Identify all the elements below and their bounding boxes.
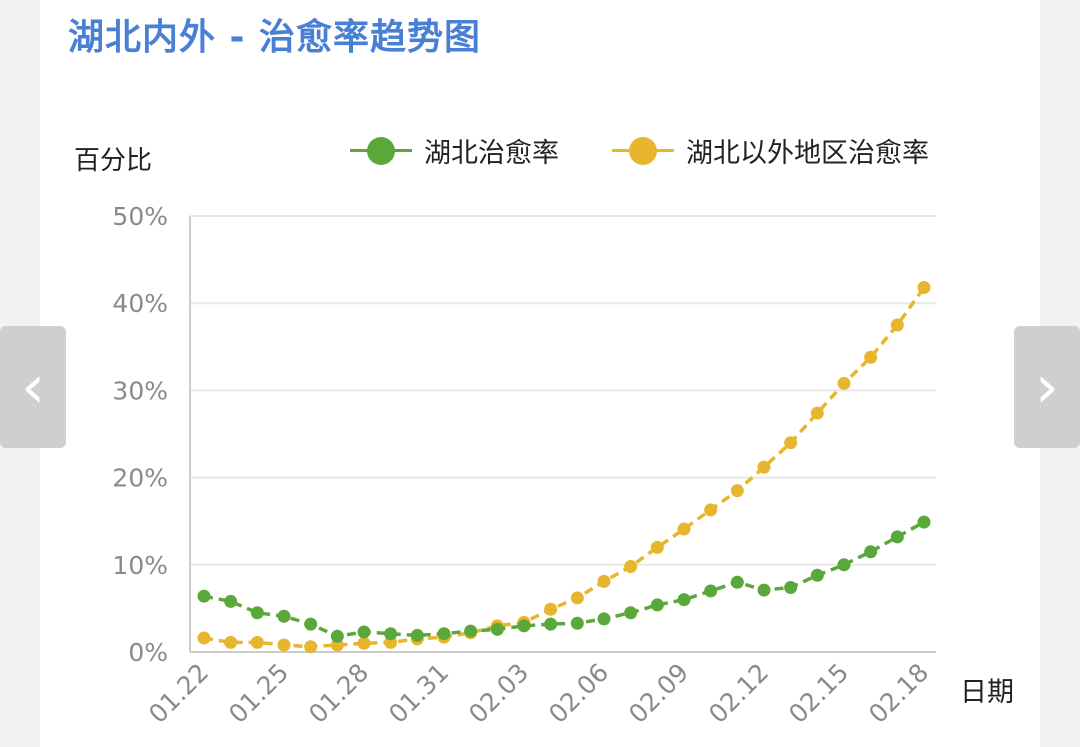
data-point-outside-hubei xyxy=(864,350,878,364)
data-point-hubei xyxy=(570,616,584,630)
x-tick-label: 02.15 xyxy=(783,658,854,729)
data-point-hubei xyxy=(197,589,211,603)
data-point-hubei xyxy=(464,624,478,638)
data-point-outside-hubei xyxy=(890,318,904,332)
data-point-outside-hubei xyxy=(677,522,691,536)
data-point-hubei xyxy=(810,568,824,582)
data-point-hubei xyxy=(490,622,504,636)
y-tick-label: 50% xyxy=(112,202,168,231)
data-point-outside-hubei xyxy=(730,484,744,498)
x-tick-label: 02.12 xyxy=(703,658,774,729)
y-tick-label: 40% xyxy=(112,289,168,318)
data-point-hubei xyxy=(730,575,744,589)
data-point-hubei xyxy=(917,515,931,529)
y-tick-label: 10% xyxy=(112,551,168,580)
data-point-outside-hubei xyxy=(570,591,584,605)
data-point-hubei xyxy=(864,545,878,559)
legend-swatch-outside-hubei xyxy=(612,135,674,165)
legend-dot-hubei xyxy=(367,137,395,165)
prev-button[interactable]: ‹ xyxy=(0,326,66,448)
legend-label-outside-hubei: 湖北以外地区治愈率 xyxy=(686,137,929,169)
series-line-hubei xyxy=(203,520,925,639)
data-point-hubei xyxy=(597,612,611,626)
data-point-outside-hubei xyxy=(837,376,851,390)
next-button[interactable]: › xyxy=(1014,326,1080,448)
legend-dot-outside-hubei xyxy=(629,137,657,165)
chart-title: 湖北内外 - 治愈率趋势图 xyxy=(68,17,482,58)
data-point-hubei xyxy=(890,530,904,544)
data-point-outside-hubei xyxy=(757,460,771,474)
x-tick-label: 02.18 xyxy=(863,658,934,729)
data-point-outside-hubei xyxy=(224,635,238,649)
x-tick-label: 02.09 xyxy=(623,658,694,729)
x-tick-label: 01.31 xyxy=(383,658,454,729)
data-point-outside-hubei xyxy=(704,503,718,517)
legend-item-hubei[interactable]: 湖北治愈率 xyxy=(350,130,559,170)
data-point-hubei xyxy=(837,558,851,572)
data-point-hubei xyxy=(784,580,798,594)
legend-swatch-hubei xyxy=(350,135,412,165)
data-point-outside-hubei xyxy=(784,436,798,450)
data-point-hubei xyxy=(544,617,558,631)
x-tick-label: 02.03 xyxy=(463,658,534,729)
data-point-hubei xyxy=(677,593,691,607)
legend-item-outside-hubei[interactable]: 湖北以外地区治愈率 xyxy=(612,130,929,170)
data-point-outside-hubei xyxy=(624,560,638,574)
chart-card xyxy=(40,0,1040,747)
x-tick-label: 01.22 xyxy=(143,658,214,729)
data-point-hubei xyxy=(224,594,238,608)
legend-label-hubei: 湖北治愈率 xyxy=(424,137,559,169)
data-point-outside-hubei xyxy=(197,631,211,645)
x-axis-label: 日期 xyxy=(960,677,1014,708)
data-point-hubei xyxy=(384,627,398,641)
data-point-hubei xyxy=(650,598,664,612)
data-point-outside-hubei xyxy=(597,574,611,588)
data-point-hubei xyxy=(410,628,424,642)
data-point-hubei xyxy=(250,606,264,620)
data-point-hubei xyxy=(517,619,531,633)
y-tick-label: 0% xyxy=(128,638,168,667)
data-point-hubei xyxy=(304,617,318,631)
data-point-outside-hubei xyxy=(357,636,371,650)
data-point-outside-hubei xyxy=(250,635,264,649)
y-tick-label: 20% xyxy=(112,464,168,493)
chevron-left-icon: ‹ xyxy=(21,352,45,422)
data-point-outside-hubei xyxy=(304,640,318,654)
x-tick-label: 02.06 xyxy=(543,658,614,729)
data-point-hubei xyxy=(330,629,344,643)
x-tick-label: 01.25 xyxy=(223,658,294,729)
data-point-outside-hubei xyxy=(810,406,824,420)
x-tick-label: 01.28 xyxy=(303,658,374,729)
data-point-outside-hubei xyxy=(544,602,558,616)
data-point-outside-hubei xyxy=(917,281,931,295)
data-point-hubei xyxy=(624,606,638,620)
data-point-hubei xyxy=(757,583,771,597)
data-point-hubei xyxy=(437,627,451,641)
chevron-right-icon: › xyxy=(1035,352,1059,422)
data-point-hubei xyxy=(704,584,718,598)
data-point-hubei xyxy=(357,625,371,639)
data-point-hubei xyxy=(277,609,291,623)
data-point-outside-hubei xyxy=(277,638,291,652)
series-line-outside-hubei xyxy=(203,286,926,649)
data-point-outside-hubei xyxy=(650,540,664,554)
y-tick-label: 30% xyxy=(112,376,168,405)
y-axis-label: 百分比 xyxy=(74,146,153,176)
